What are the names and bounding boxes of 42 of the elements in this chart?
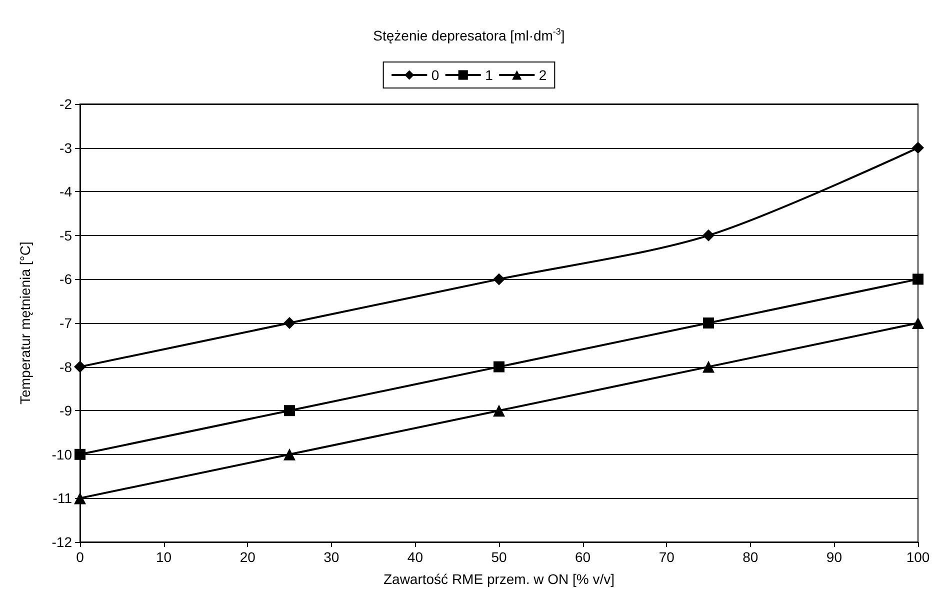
point (284, 405, 295, 416)
y-tick-label: -5 (60, 227, 72, 244)
legend-label: 1 (485, 67, 494, 83)
point (912, 142, 924, 154)
point (702, 229, 714, 242)
legend-label: 0 (431, 67, 440, 83)
y-tick-label: -12 (52, 534, 72, 550)
x-tick-label: 10 (156, 549, 172, 565)
y-tick-label: -2 (60, 96, 72, 112)
x-tick-label: 90 (826, 549, 842, 565)
x-tick-label: 0 (76, 549, 84, 565)
point (74, 360, 86, 373)
x-tick-label: 80 (742, 549, 758, 565)
y-tick-label: -9 (60, 402, 72, 419)
x-tick-label: 20 (240, 549, 256, 565)
y-tick-label: -8 (60, 358, 72, 375)
y-tick-label: -4 (60, 184, 72, 200)
x-tick-label: 60 (575, 549, 591, 565)
point (284, 448, 296, 460)
point (703, 318, 714, 328)
y-tick-label: -6 (60, 271, 72, 288)
x-tick-label: 30 (324, 549, 340, 565)
point (74, 448, 86, 460)
x-tick-label: 40 (407, 549, 424, 565)
y-tick-label: -7 (60, 315, 72, 331)
point (912, 317, 924, 329)
point (493, 404, 505, 417)
y-axis-title: Temperatur mętnienia [°C] (17, 242, 33, 404)
x-tick-label: 70 (658, 549, 675, 565)
x-axis-title: Zawartość RME przem. w ON [% v/v] (383, 571, 615, 587)
legend-label: 2 (538, 67, 547, 83)
point (702, 360, 714, 373)
y-tick-label: -10 (52, 446, 72, 462)
y-tick-label: -11 (52, 490, 72, 506)
point (912, 274, 924, 285)
x-tick-label: 100 (906, 549, 930, 565)
point (493, 273, 505, 286)
point (74, 492, 86, 504)
x-tick-label: 50 (491, 549, 507, 565)
y-tick-label: -3 (60, 140, 72, 156)
point (284, 317, 296, 329)
point (494, 361, 504, 372)
